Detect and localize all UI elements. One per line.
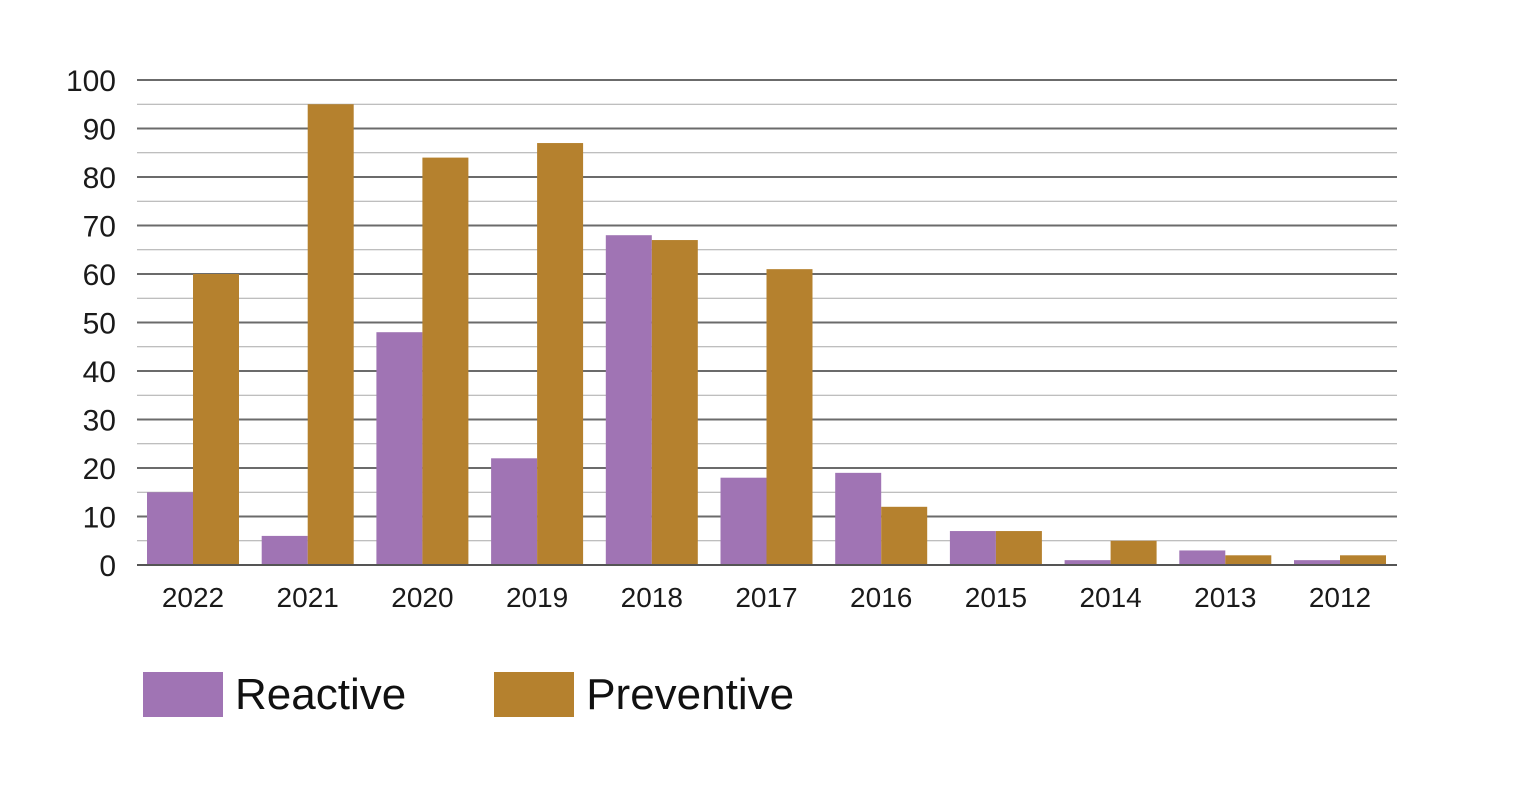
bar-preventive-2017 — [766, 269, 813, 565]
bar-reactive-2016 — [835, 472, 882, 565]
x-tick-label-2020: 2020 — [391, 582, 453, 613]
x-tick-label-2014: 2014 — [1079, 582, 1141, 613]
bar-preventive-2013 — [1225, 555, 1272, 565]
x-tick-label-2019: 2019 — [506, 582, 568, 613]
legend-label-preventive: Preventive — [586, 669, 795, 719]
y-tick-label: 50 — [83, 308, 116, 341]
bar-reactive-2013 — [1179, 550, 1226, 565]
x-tick-label-2021: 2021 — [277, 582, 339, 613]
x-tick-label-2022: 2022 — [162, 582, 224, 613]
bar-reactive-2012 — [1294, 560, 1340, 565]
bar-reactive-2015 — [949, 531, 996, 565]
bars — [147, 104, 1386, 566]
legend-swatch-preventive — [494, 672, 575, 717]
bar-preventive-2021 — [307, 104, 354, 565]
bar-preventive-2014 — [1110, 540, 1157, 565]
y-tick-label: 70 — [83, 211, 116, 244]
bar-reactive-2019 — [491, 458, 538, 565]
x-tick-label-2017: 2017 — [735, 582, 797, 613]
legend: Reactive Preventive — [143, 672, 882, 717]
x-tick-labels: 2022 2021 2020 2019 2018 2017 2016 2015 2014 2013… — [162, 582, 1371, 613]
bar-reactive-2014 — [1064, 560, 1111, 565]
bar-preventive-2019 — [537, 143, 584, 566]
bar-preventive-2022 — [193, 274, 239, 565]
bar-reactive-2017 — [720, 477, 767, 565]
bar-preventive-2018 — [651, 240, 698, 566]
legend-item-reactive: Reactive — [143, 672, 406, 717]
y-tick-label: 100 — [66, 65, 116, 98]
y-tick-label: 60 — [83, 259, 116, 292]
legend-swatch-reactive — [143, 672, 223, 717]
bar-reactive-2021 — [261, 535, 308, 565]
legend-label-reactive: Reactive — [235, 669, 407, 719]
x-tick-label-2018: 2018 — [621, 582, 683, 613]
x-tick-label-2012: 2012 — [1309, 582, 1371, 613]
bar-preventive-2016 — [881, 506, 928, 565]
y-tick-label: 80 — [83, 162, 116, 195]
bar-preventive-2020 — [422, 157, 469, 565]
bar-preventive-2012 — [1340, 555, 1386, 565]
x-tick-label-2013: 2013 — [1194, 582, 1256, 613]
legend-item-preventive: Preventive — [494, 672, 794, 717]
y-tick-label: 40 — [83, 356, 116, 389]
y-tick-labels: 0 10 20 30 40 50 60 70 80 90 100 — [66, 65, 116, 583]
bar-reactive-2020 — [376, 332, 423, 565]
y-tick-label: 0 — [99, 550, 116, 583]
y-tick-label: 30 — [83, 405, 116, 438]
x-tick-label-2015: 2015 — [965, 582, 1027, 613]
bar-preventive-2015 — [995, 531, 1042, 565]
bar-reactive-2018 — [605, 235, 652, 565]
y-tick-label: 10 — [83, 502, 116, 535]
y-tick-label: 20 — [83, 453, 116, 486]
x-tick-label-2016: 2016 — [850, 582, 912, 613]
y-tick-label: 90 — [83, 114, 116, 147]
bar-reactive-2022 — [147, 492, 193, 565]
